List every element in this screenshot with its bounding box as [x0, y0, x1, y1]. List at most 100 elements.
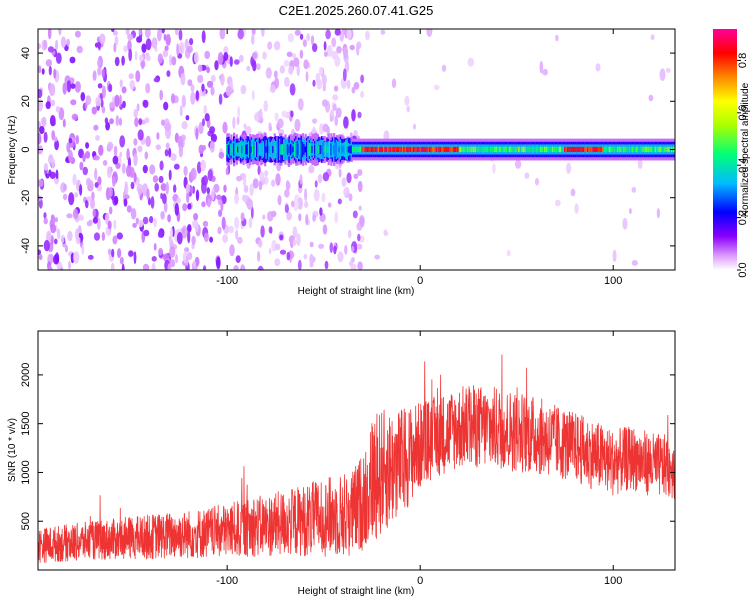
spectrogram-cell: [142, 99, 149, 108]
spectrogram-cell: [318, 66, 324, 76]
spectrogram-band-cell: [614, 146, 617, 153]
spectrogram-cell: [238, 54, 244, 63]
spectrogram-cell: [210, 74, 216, 83]
spectrogram-cell: [329, 242, 334, 254]
spectrogram-band-cell: [565, 146, 568, 153]
spectrogram-band-cell: [554, 146, 557, 153]
spectrogram-band-cell: [403, 146, 406, 153]
spectrogram-cell: [137, 188, 143, 196]
spectrogram-cell: [374, 254, 381, 260]
spectrogram-cell: [335, 107, 342, 118]
spectrogram-cell: [290, 110, 294, 118]
spectrogram-band-cell: [358, 146, 361, 153]
spectrogram-band-cell: [283, 144, 286, 155]
spectrogram-band-cell: [345, 141, 348, 158]
spectrogram-cell: [53, 68, 57, 79]
spectrogram-band-cell: [427, 146, 430, 153]
spectrogram-band-cell: [533, 146, 536, 153]
spectrogram-cell: [233, 265, 239, 270]
spectrogram-cell: [310, 35, 315, 45]
spectrogram-cell: [88, 180, 94, 191]
spectrogram-cell: [128, 250, 134, 257]
spectrogram-band-cell: [326, 145, 329, 154]
spectrogram-cell: [659, 68, 666, 81]
spectrogram-cell: [351, 86, 356, 94]
spectrogram-band-cell: [353, 146, 356, 153]
spectrogram-cell: [115, 162, 121, 169]
spectrogram-cell: [334, 29, 341, 36]
spectrogram-cell: [344, 245, 348, 255]
spectrogram-cell: [38, 88, 43, 99]
spectrogram-cell: [338, 168, 342, 178]
spectrogram-band-cell: [380, 146, 383, 153]
spectrogram-cell: [186, 190, 190, 203]
spectrogram-band-cell: [376, 146, 379, 153]
spectrogram-band-cell: [369, 146, 372, 153]
spectrogram-cell: [138, 118, 143, 126]
spectrogram-band-cell: [404, 146, 407, 153]
spectrogram-band-cell: [646, 146, 649, 153]
spectrogram-band-cell: [615, 146, 618, 153]
spectrogram-cell: [179, 105, 183, 117]
spectrogram-cell: [237, 29, 244, 40]
spectrogram-band-cell: [315, 144, 318, 155]
spectrogram-band-cell: [578, 146, 582, 153]
snr-y-axis-label: SNR (10 * v/v): [7, 418, 18, 482]
spectrogram-cell: [187, 230, 191, 244]
spectrogram-band-cell: [377, 146, 380, 153]
spectrogram-band-cell: [531, 146, 534, 153]
spectrogram-band-cell: [322, 142, 325, 157]
spectrogram-cell: [207, 169, 213, 182]
spectrogram-band-cell: [430, 146, 433, 153]
spectrogram-cell: [305, 214, 309, 225]
spectrogram-band-cell: [268, 145, 271, 154]
spectrogram-cell: [53, 136, 58, 142]
spectrogram-cell: [534, 178, 540, 186]
spectrogram-band-cell: [597, 146, 601, 153]
spectrogram-cell: [91, 106, 98, 115]
spectrogram-band-cell: [549, 146, 552, 153]
spectrogram-band-cell: [581, 146, 584, 153]
spectrogram-band-cell: [511, 146, 514, 153]
spectrogram-cell: [146, 188, 150, 200]
spectrogram-cell: [171, 56, 177, 66]
spectrogram-cell: [217, 226, 222, 235]
spectrogram-cell: [203, 104, 207, 115]
spectrogram-cell: [151, 255, 157, 262]
spectrogram-cell: [236, 175, 242, 182]
spectrogram-cell: [631, 260, 638, 266]
spectrogram-cell: [55, 52, 62, 64]
spectrogram-band-cell: [351, 146, 355, 153]
spectrogram-band-cell: [320, 145, 324, 154]
spectrogram-cell: [157, 29, 162, 42]
spectrogram-cell: [235, 255, 241, 263]
spectrogram-cell: [185, 115, 190, 121]
spectrogram-cell: [165, 33, 171, 46]
spectrogram-cell: [216, 194, 222, 200]
spectrogram-cell: [47, 29, 52, 40]
spectrogram-cell: [194, 222, 199, 232]
colorbar-label: Normalized spectral amplitude: [740, 82, 750, 217]
spectrogram-cell: [303, 59, 309, 70]
spectrogram-cell: [80, 92, 86, 102]
spectrogram-cell: [262, 51, 267, 60]
spectrogram-band-cell: [262, 144, 265, 155]
spectrogram-cell: [202, 220, 209, 227]
spectrogram-band-cell: [464, 146, 467, 153]
spectrogram-band-cell: [401, 146, 405, 153]
spectrogram-cell: [53, 254, 60, 265]
spectrogram-band-cell: [366, 146, 369, 153]
spectrogram-band-cell: [287, 143, 290, 156]
spectrogram-band-cell: [478, 146, 482, 153]
spectrogram-band-cell: [246, 144, 249, 155]
spectrogram-band-cell: [638, 146, 641, 153]
spectrogram-cell: [234, 216, 240, 230]
spectrogram-cell: [94, 167, 98, 181]
spectrogram-cell: [383, 229, 388, 236]
spectrogram-band-cell: [497, 146, 501, 153]
spectrogram-cell: [38, 179, 44, 187]
spectrogram-cell: [133, 251, 137, 264]
spectrogram-cell: [149, 216, 154, 224]
spectrogram-cell: [281, 110, 288, 118]
spectrogram-cell: [237, 236, 243, 244]
